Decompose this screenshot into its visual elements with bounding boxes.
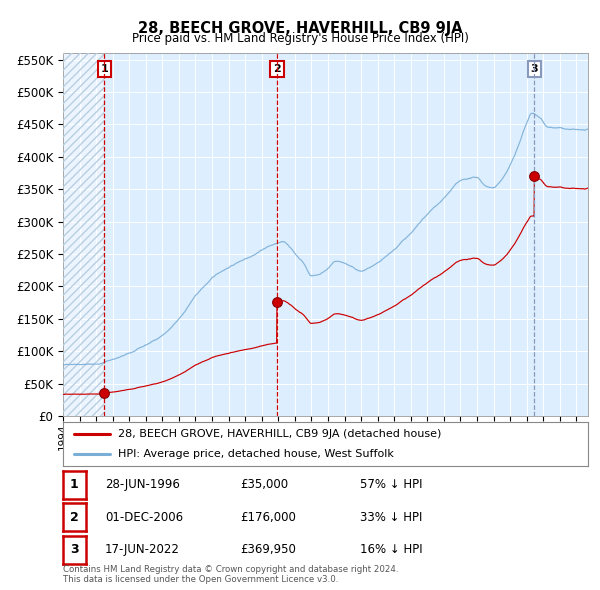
Text: 2: 2 xyxy=(273,64,281,74)
Bar xyxy=(63,53,104,416)
Text: This data is licensed under the Open Government Licence v3.0.: This data is licensed under the Open Gov… xyxy=(63,575,338,584)
Text: 3: 3 xyxy=(70,543,79,556)
Text: 17-JUN-2022: 17-JUN-2022 xyxy=(105,543,180,556)
Text: £176,000: £176,000 xyxy=(240,511,296,524)
Text: 2: 2 xyxy=(70,511,79,524)
Text: 28-JUN-1996: 28-JUN-1996 xyxy=(105,478,180,491)
Text: 1: 1 xyxy=(100,64,108,74)
Bar xyxy=(63,53,104,416)
Text: 3: 3 xyxy=(530,64,538,74)
Text: HPI: Average price, detached house, West Suffolk: HPI: Average price, detached house, West… xyxy=(118,449,394,459)
Text: 16% ↓ HPI: 16% ↓ HPI xyxy=(360,543,422,556)
Text: Price paid vs. HM Land Registry's House Price Index (HPI): Price paid vs. HM Land Registry's House … xyxy=(131,32,469,45)
Text: 28, BEECH GROVE, HAVERHILL, CB9 9JA (detached house): 28, BEECH GROVE, HAVERHILL, CB9 9JA (det… xyxy=(118,429,442,439)
Text: £35,000: £35,000 xyxy=(240,478,288,491)
Text: 01-DEC-2006: 01-DEC-2006 xyxy=(105,511,183,524)
Text: Contains HM Land Registry data © Crown copyright and database right 2024.: Contains HM Land Registry data © Crown c… xyxy=(63,565,398,574)
Text: 1: 1 xyxy=(70,478,79,491)
Text: 57% ↓ HPI: 57% ↓ HPI xyxy=(360,478,422,491)
Text: 33% ↓ HPI: 33% ↓ HPI xyxy=(360,511,422,524)
Text: 28, BEECH GROVE, HAVERHILL, CB9 9JA: 28, BEECH GROVE, HAVERHILL, CB9 9JA xyxy=(137,21,463,35)
Text: £369,950: £369,950 xyxy=(240,543,296,556)
